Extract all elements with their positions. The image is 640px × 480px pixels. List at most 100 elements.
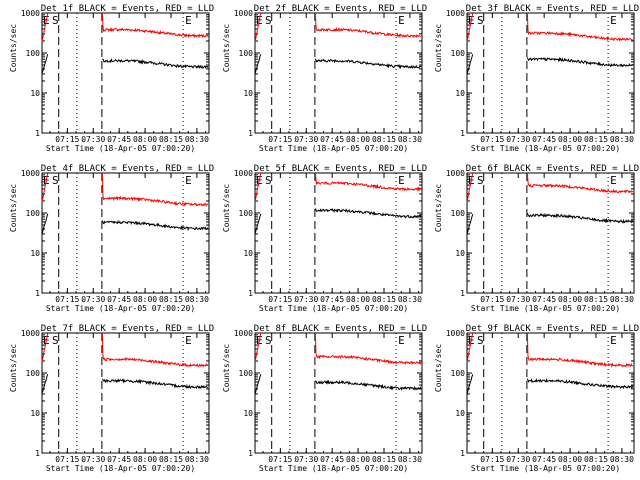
x-tick-label: 08:00	[558, 135, 582, 144]
x-tick-label: 07:45	[532, 135, 556, 144]
x-tick-label: 07:45	[320, 295, 344, 304]
x-tick-label: 07:45	[107, 135, 131, 144]
y-tick-label: 100	[451, 209, 466, 218]
x-tick-label: 07:15	[268, 135, 292, 144]
x-tick-label: 07:15	[268, 295, 292, 304]
x-tick-label: 08:00	[133, 295, 157, 304]
panel-title: Det 5f BLACK = Events, RED = LLD	[254, 164, 427, 174]
y-tick-label: 1000	[234, 169, 253, 178]
y-tick-label: 10	[243, 409, 253, 418]
x-tick-label: 08:30	[610, 455, 634, 464]
x-tick-label: 08:30	[398, 455, 422, 464]
panel-title: Det 2f BLACK = Events, RED = LLD	[254, 4, 427, 14]
y-tick-label: 10	[30, 249, 40, 258]
series-black-pre	[41, 213, 49, 235]
x-tick-label: 07:15	[268, 455, 292, 464]
x-tick-label: 08:30	[398, 295, 422, 304]
series-black-pre	[254, 374, 262, 395]
x-tick-label: 08:30	[610, 295, 634, 304]
event-marker: S	[52, 334, 59, 347]
x-tick-label: 08:15	[372, 295, 396, 304]
series-black-post	[101, 378, 209, 390]
detector-panel-9: Det 9f BLACK = Events, RED = LLD 1 10 100 10…	[434, 324, 639, 473]
y-tick-label: 10	[30, 89, 40, 98]
series-black-post	[315, 379, 422, 392]
series-red-post	[526, 172, 634, 194]
x-tick-label: 08:15	[584, 135, 608, 144]
plot-frame	[466, 332, 635, 454]
y-axis-label: Counts/sec	[222, 344, 231, 392]
y-tick-label: 1	[35, 289, 40, 298]
x-tick-label: 07:15	[480, 295, 504, 304]
y-tick-label: 10	[243, 89, 253, 98]
y-axis-label: Counts/sec	[434, 184, 443, 232]
x-axis-label: Start Time (18-Apr-05 07:00:20)	[259, 304, 408, 313]
y-axis-label: Counts/sec	[222, 24, 231, 72]
event-marker: E	[398, 14, 405, 27]
event-marker: E	[398, 334, 405, 347]
x-tick-label: 08:00	[133, 455, 157, 464]
series-black-pre	[41, 373, 49, 395]
event-marker: E	[398, 174, 405, 187]
y-tick-label: 1000	[21, 9, 40, 18]
series-red-post	[526, 12, 634, 42]
x-tick-label: 07:45	[532, 295, 556, 304]
panel-title: Det 1f BLACK = Events, RED = LLD	[41, 4, 214, 14]
series-red-pre	[466, 332, 474, 363]
series-black-post	[526, 377, 634, 390]
y-tick-label: 1000	[446, 169, 465, 178]
detector-panel-5: Det 5f BLACK = Events, RED = LLD 1 10 100 10…	[222, 164, 427, 313]
x-tick-label: 08:00	[346, 455, 370, 464]
series-black-post	[101, 219, 209, 232]
y-axis-label: Counts/sec	[9, 24, 18, 72]
panel-title: Det 8f BLACK = Events, RED = LLD	[254, 324, 427, 334]
series-red-post	[101, 12, 209, 39]
series-red-pre	[41, 12, 49, 42]
y-tick-label: 1	[460, 289, 465, 298]
x-tick-label: 08:30	[185, 135, 209, 144]
x-axis-label: Start Time (18-Apr-05 07:00:20)	[471, 464, 620, 473]
plot-frame	[41, 172, 210, 294]
x-tick-label: 07:30	[506, 455, 530, 464]
series-red-pre	[41, 173, 49, 203]
event-marker: E	[610, 334, 617, 347]
x-axis-label: Start Time (18-Apr-05 07:00:20)	[471, 144, 620, 153]
y-axis-label: Counts/sec	[9, 344, 18, 392]
panel-title: Det 7f BLACK = Events, RED = LLD	[41, 324, 214, 334]
x-tick-label: 07:45	[532, 455, 556, 464]
plot-frame	[41, 332, 210, 454]
x-axis-label: Start Time (18-Apr-05 07:00:20)	[46, 144, 195, 153]
panel-title: Det 3f BLACK = Events, RED = LLD	[466, 4, 639, 14]
x-tick-label: 07:15	[55, 455, 79, 464]
y-tick-label: 100	[451, 369, 466, 378]
y-tick-label: 1	[460, 129, 465, 138]
x-tick-label: 07:30	[294, 295, 318, 304]
plot-frame	[254, 332, 423, 454]
x-tick-label: 07:45	[320, 135, 344, 144]
event-marker: E	[610, 174, 617, 187]
detector-panel-3: Det 3f BLACK = Events, RED = LLD 1 10 100 10…	[434, 4, 639, 153]
x-tick-label: 08:00	[558, 295, 582, 304]
x-tick-label: 07:45	[107, 295, 131, 304]
y-tick-label: 10	[455, 89, 465, 98]
x-tick-label: 07:15	[55, 295, 79, 304]
detector-panel-2: Det 2f BLACK = Events, RED = LLD 1 10 100 10…	[222, 4, 427, 153]
x-axis-label: Start Time (18-Apr-05 07:00:20)	[259, 464, 408, 473]
event-marker: E	[610, 14, 617, 27]
x-tick-label: 08:30	[610, 135, 634, 144]
y-tick-label: 100	[239, 209, 254, 218]
series-red-pre	[41, 333, 49, 362]
y-tick-label: 1	[35, 129, 40, 138]
y-tick-label: 100	[239, 369, 254, 378]
y-tick-label: 1000	[21, 329, 40, 338]
event-marker: E	[185, 14, 192, 27]
y-tick-label: 10	[455, 409, 465, 418]
x-tick-label: 08:15	[584, 455, 608, 464]
x-axis-label: Start Time (18-Apr-05 07:00:20)	[46, 304, 195, 313]
y-tick-label: 100	[451, 49, 466, 58]
event-marker: S	[265, 334, 272, 347]
y-tick-label: 1	[248, 129, 253, 138]
panel-title: Det 9f BLACK = Events, RED = LLD	[466, 324, 639, 334]
y-tick-label: 1000	[446, 329, 465, 338]
